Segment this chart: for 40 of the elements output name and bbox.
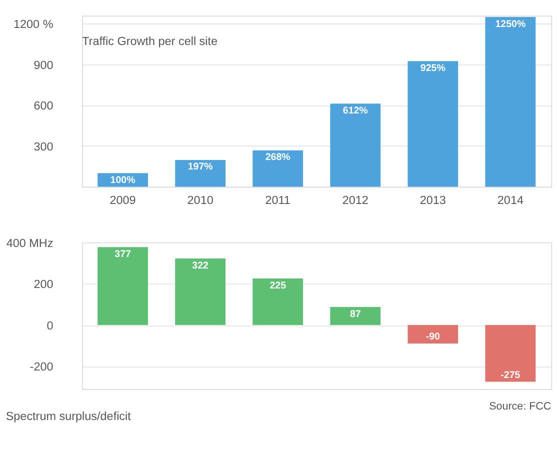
text: Spectrum surplus/deficit <box>6 410 132 424</box>
y-tick-label: 300 <box>34 140 54 154</box>
data-label: 197% <box>188 162 214 173</box>
bar <box>175 160 226 187</box>
bar <box>252 150 304 187</box>
data-label: 268% <box>265 152 291 164</box>
data-label: 1250% <box>495 18 526 30</box>
x-tick-label: 2014 <box>497 194 524 207</box>
bar <box>175 258 226 325</box>
bar <box>252 278 304 325</box>
x-tick-label: 2011 <box>265 194 290 207</box>
y-tick-label: -200 <box>30 360 54 374</box>
text: Traffic Growth per cell site <box>82 35 218 48</box>
data-label: 322 <box>192 260 210 272</box>
bar <box>485 324 536 382</box>
bar <box>408 61 458 187</box>
y-tick-label: 400 MHz <box>6 236 54 250</box>
data-label: -275 <box>500 370 521 381</box>
bar <box>485 17 536 187</box>
source-note: Source: FCC <box>489 400 552 412</box>
data-label: 100% <box>110 174 136 186</box>
data-label: 87 <box>350 308 361 320</box>
bar <box>98 247 148 325</box>
data-label: 612% <box>342 105 368 116</box>
data-label: 925% <box>420 62 446 74</box>
y-tick-label: 900 <box>34 58 54 72</box>
y-tick-label: 0 <box>46 319 54 332</box>
bar <box>408 324 458 344</box>
x-tick-label: 2013 <box>420 194 446 207</box>
x-tick-label: 2010 <box>187 194 214 207</box>
data-label: 225 <box>270 280 287 292</box>
bar <box>330 307 381 325</box>
bar <box>330 104 381 187</box>
y-tick-label: 600 <box>34 100 54 113</box>
y-tick-label: 1200 % <box>14 18 54 32</box>
x-tick-label: 2009 <box>110 194 136 207</box>
y-tick-label: 200 <box>34 278 54 292</box>
data-label: 377 <box>114 248 131 260</box>
data-label: -90 <box>426 332 441 343</box>
x-tick-label: 2012 <box>342 194 368 207</box>
